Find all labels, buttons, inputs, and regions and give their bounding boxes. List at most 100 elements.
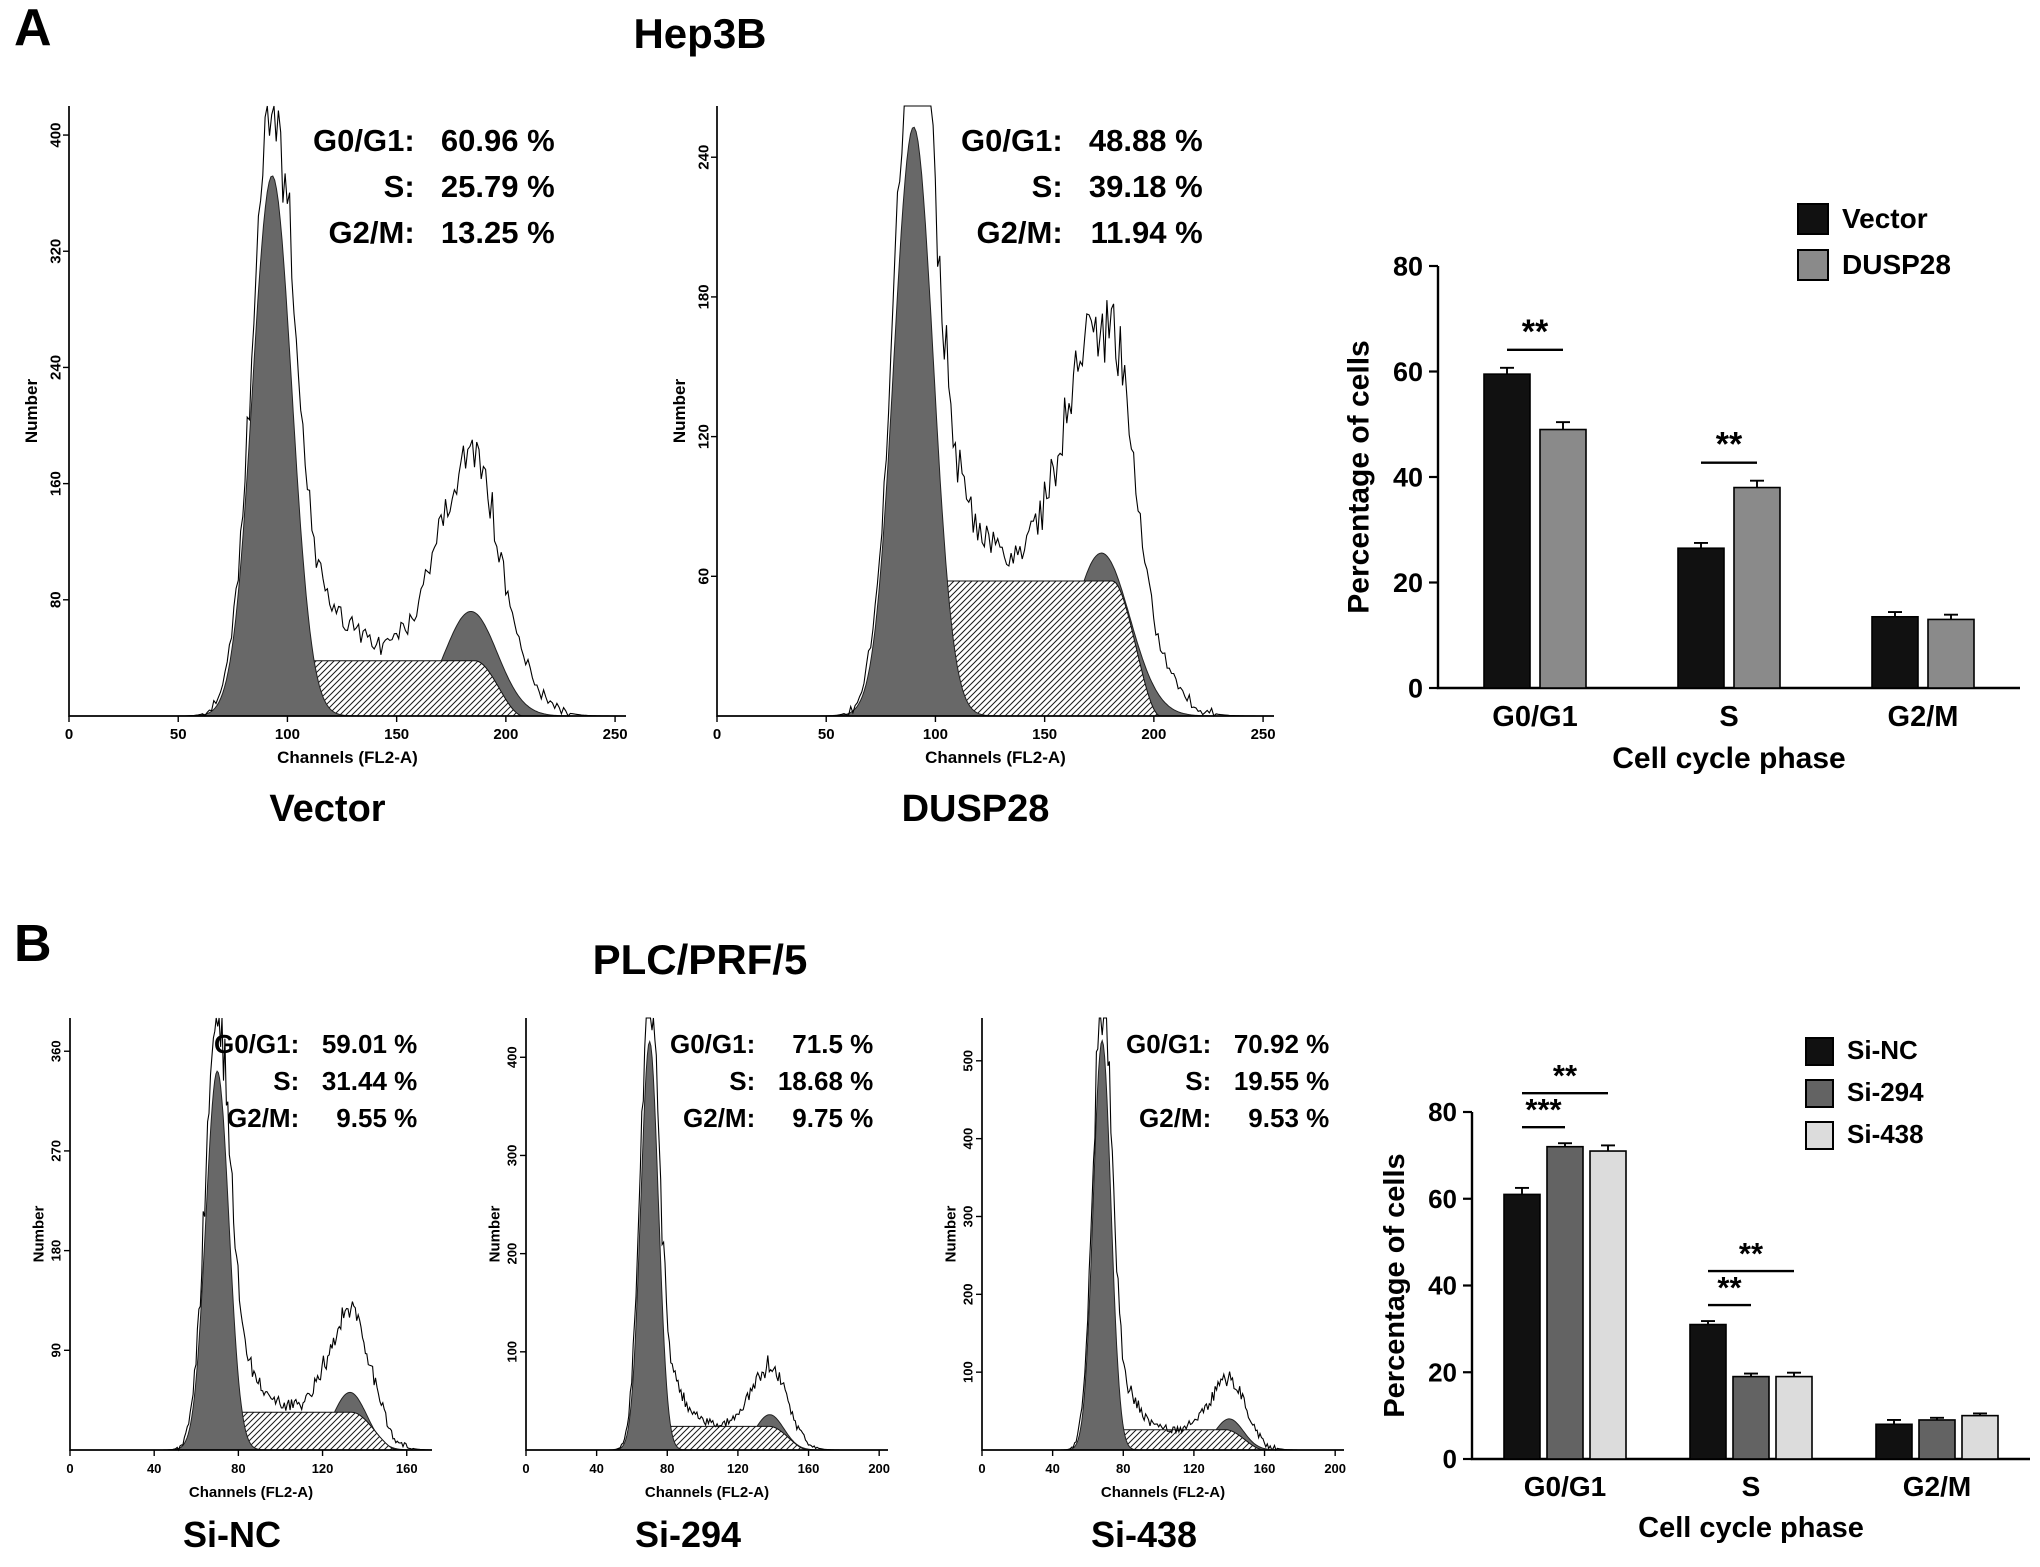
svg-text:G2/M: G2/M <box>1903 1471 1971 1502</box>
panel-b-title: PLC/PRF/5 <box>592 936 808 983</box>
plcprf5-bar-chart: 0 20 40 60 80 G0/G1 S G2/M Cell cycle phase Perce… <box>1379 1035 2030 1544</box>
svg-text:**: ** <box>1739 1236 1764 1271</box>
stat-label: G0/G1: <box>961 123 1063 158</box>
svg-text:100: 100 <box>923 726 948 743</box>
stat-label: G0/G1: <box>1126 1029 1212 1059</box>
si-294-flow-histogram: 0 40 80 120 160 200 100 200 300 400 Number Channels… <box>478 1008 898 1508</box>
svg-text:Channels (FL2-A): Channels (FL2-A) <box>1101 1484 1225 1501</box>
si-nc-flow-histogram: 0 40 80 120 160 90 180 270 360 Number Channels (FL… <box>22 1008 442 1508</box>
svg-text:60: 60 <box>1428 1184 1457 1214</box>
panel-b-label: B <box>14 915 52 973</box>
stat-value: 48.88 % <box>1088 123 1203 158</box>
svg-text:G0/G1: G0/G1 <box>1524 1471 1606 1502</box>
svg-text:0: 0 <box>1443 1444 1457 1474</box>
svg-text:DUSP28: DUSP28 <box>1842 249 1951 280</box>
svg-text:Number: Number <box>942 1206 959 1263</box>
si-294-flow-histogram-plot: 0 40 80 120 160 200 100 200 300 400 Number Channels… <box>486 1017 890 1501</box>
si-438-flow-histogram: 0 40 80 120 160 200 100 200 300 400 500 Number Chann… <box>934 1008 1354 1508</box>
stat-value: 9.53 % <box>1248 1103 1330 1133</box>
svg-text:Cell cycle phase: Cell cycle phase <box>1638 1512 1864 1544</box>
stat-label: G2/M: <box>328 215 415 250</box>
vector-flow-histogram: 0 50 100 150 200 250 80 160 240 320 400 Number Chann… <box>15 92 640 782</box>
svg-text:360: 360 <box>49 1040 64 1062</box>
svg-text:150: 150 <box>1032 726 1057 743</box>
svg-text:0: 0 <box>713 726 721 743</box>
svg-text:S: S <box>1742 1471 1761 1502</box>
svg-text:200: 200 <box>505 1243 520 1265</box>
svg-text:Channels (FL2-A): Channels (FL2-A) <box>645 1484 769 1501</box>
svg-text:100: 100 <box>275 726 300 743</box>
svg-text:Percentage of cells: Percentage of cells <box>1343 340 1376 613</box>
svg-text:G0/G1: G0/G1 <box>1492 701 1577 733</box>
svg-text:**: ** <box>1522 313 1549 351</box>
svg-text:Channels (FL2-A): Channels (FL2-A) <box>189 1484 313 1501</box>
svg-text:Number: Number <box>670 379 689 444</box>
svg-text:Number: Number <box>30 1206 47 1263</box>
vector-cell-cycle-stats: G0/G1: 60.96 % S: 25.79 % G2/M: 13.25 % <box>313 118 555 256</box>
si-294-cell-cycle-stats: G0/G1: 71.5 % S: 18.68 % G2/M: 9.75 % <box>670 1026 873 1137</box>
si-nc-caption: Si-NC <box>183 1514 281 1555</box>
si-294-caption: Si-294 <box>634 1514 742 1555</box>
svg-text:20: 20 <box>1428 1357 1457 1387</box>
stat-value: 59.01 % <box>321 1029 418 1059</box>
svg-text:150: 150 <box>384 726 409 743</box>
svg-text:40: 40 <box>1045 1461 1059 1476</box>
svg-text:240: 240 <box>695 145 712 170</box>
panel-a-label: A <box>14 0 52 57</box>
svg-text:**: ** <box>1717 1270 1742 1305</box>
dusp28-flow-histogram-plot: 0 50 100 150 200 250 60 120 180 240 Number Channels… <box>670 105 1276 767</box>
svg-text:240: 240 <box>47 355 64 380</box>
svg-text:40: 40 <box>589 1461 603 1476</box>
stat-label: S: <box>383 169 415 204</box>
stat-value: 60.96 % <box>440 123 555 158</box>
svg-text:Number: Number <box>22 379 41 444</box>
svg-text:***: *** <box>1525 1092 1562 1127</box>
svg-text:180: 180 <box>49 1240 64 1262</box>
svg-text:0: 0 <box>65 726 73 743</box>
svg-text:0: 0 <box>66 1461 73 1476</box>
svg-text:80: 80 <box>47 591 64 608</box>
stat-value: 31.44 % <box>321 1066 418 1096</box>
svg-text:Si-294: Si-294 <box>1847 1077 1924 1107</box>
svg-text:90: 90 <box>49 1343 64 1357</box>
dusp28-cell-cycle-stats: G0/G1: 48.88 % S: 39.18 % G2/M: 11.94 % <box>961 118 1203 256</box>
stat-label: S: <box>1031 169 1063 204</box>
svg-text:0: 0 <box>1408 673 1423 703</box>
svg-text:160: 160 <box>47 471 64 496</box>
svg-text:400: 400 <box>961 1128 976 1150</box>
svg-text:60: 60 <box>1393 357 1423 387</box>
svg-text:180: 180 <box>695 284 712 309</box>
svg-text:200: 200 <box>961 1283 976 1305</box>
svg-text:Si-NC: Si-NC <box>1847 1035 1918 1065</box>
hep3b-bar-chart: 0 20 40 60 80 G0/G1 S G2/M Cell cycle phase Perce… <box>1343 203 2020 775</box>
stat-value: 70.92 % <box>1233 1029 1330 1059</box>
panel-a-title: Hep3B <box>633 10 767 57</box>
svg-text:160: 160 <box>396 1461 418 1476</box>
svg-text:120: 120 <box>312 1461 334 1476</box>
svg-text:40: 40 <box>147 1461 161 1476</box>
svg-text:160: 160 <box>798 1461 820 1476</box>
stat-label: S: <box>729 1066 756 1096</box>
svg-text:20: 20 <box>1393 568 1423 598</box>
stat-value: 11.94 % <box>1090 215 1203 250</box>
stat-label: G0/G1: <box>670 1029 756 1059</box>
svg-text:300: 300 <box>505 1145 520 1167</box>
svg-text:320: 320 <box>47 239 64 264</box>
svg-text:120: 120 <box>695 424 712 449</box>
svg-text:250: 250 <box>603 726 628 743</box>
dusp28-flow-histogram: 0 50 100 150 200 250 60 120 180 240 Number Channels… <box>663 92 1288 782</box>
vector-flow-histogram-plot: 0 50 100 150 200 250 80 160 240 320 400 Number Chann… <box>22 105 628 767</box>
stat-label: G2/M: <box>683 1103 756 1133</box>
si-438-caption: Si-438 <box>1090 1514 1198 1555</box>
si-438-cell-cycle-stats: G0/G1: 70.92 % S: 19.55 % G2/M: 9.53 % <box>1126 1026 1329 1137</box>
vector-caption: Vector <box>269 788 386 830</box>
stat-label: G2/M: <box>227 1103 300 1133</box>
svg-text:50: 50 <box>818 726 835 743</box>
svg-text:100: 100 <box>505 1341 520 1363</box>
svg-text:400: 400 <box>47 123 64 148</box>
stat-value: 39.18 % <box>1088 169 1203 204</box>
svg-text:80: 80 <box>1393 251 1423 281</box>
stat-label: G2/M: <box>976 215 1063 250</box>
svg-text:**: ** <box>1553 1058 1578 1093</box>
svg-text:Si-438: Si-438 <box>1847 1119 1924 1149</box>
